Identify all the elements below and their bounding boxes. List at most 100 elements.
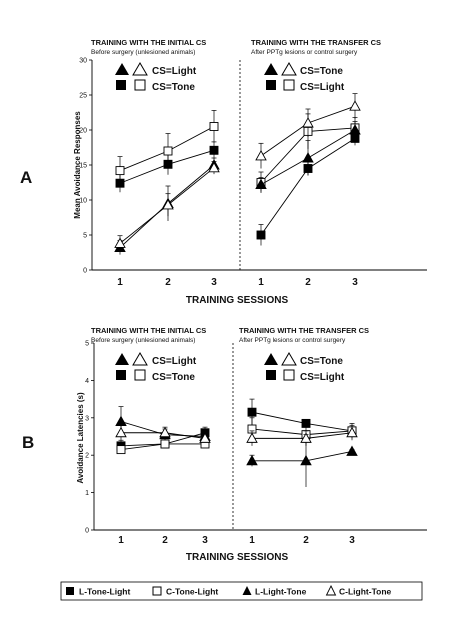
panel-a-xlabel: TRAINING SESSIONS [186, 295, 289, 306]
data-point [115, 166, 125, 176]
panel-b-ylabel: Avoidance Latencies (s) [76, 392, 85, 484]
panel-a-left-key-row2: CS=Tone [152, 82, 195, 93]
data-point [255, 178, 267, 190]
data-point [302, 152, 314, 163]
x-tick-label: 1 [117, 277, 123, 288]
panel-a-right-key-row1: CS=Tone [300, 66, 343, 77]
panel-b: TRAINING WITH THE INITIAL CS Before surg… [76, 326, 427, 563]
legend-label-c-tone-light: C-Tone-Light [166, 587, 218, 597]
key-triangle-open-icon [281, 352, 297, 366]
key-triangle-open-icon [132, 352, 148, 366]
panel-a-letter: A [20, 168, 32, 187]
panel-b-right-subtitle: After PPTg lesions or control surgery [239, 337, 346, 344]
data-point [346, 445, 358, 456]
x-tick-label: 1 [258, 277, 264, 288]
data-point [349, 124, 361, 135]
legend-triangle-filled-icon [242, 586, 252, 595]
panel-a-right-key: CS=Tone CS=Light [264, 62, 345, 93]
key-square-open-icon [283, 79, 295, 91]
data-point [346, 426, 358, 438]
panel-b-plot: 0 1 2 3 4 5 1 2 3 1 2 3 [85, 341, 427, 546]
x-tick-label: 2 [165, 277, 171, 288]
x-tick-label: 3 [202, 535, 208, 546]
x-tick-label: 1 [249, 535, 255, 546]
y-tick-label: 3 [85, 415, 89, 422]
data-point [246, 432, 258, 443]
panel-a-left-key-row1: CS=Light [152, 66, 197, 77]
key-triangle-open-icon [281, 62, 297, 76]
data-point [256, 230, 266, 240]
panel-b-xlabel: TRAINING SESSIONS [186, 552, 289, 563]
data-point [114, 237, 126, 248]
data-point [159, 426, 171, 438]
y-tick-label: 5 [85, 341, 89, 348]
series-l-light-tone [255, 121, 361, 192]
legend-square-open-icon [152, 586, 162, 596]
data-point [115, 415, 127, 426]
key-square-filled-icon [266, 80, 276, 90]
panel-a-right-key-row2: CS=Light [300, 82, 345, 93]
key-triangle-open-icon [132, 62, 148, 76]
data-point [116, 445, 126, 455]
x-tick-label: 3 [352, 277, 358, 288]
y-tick-label: 30 [79, 58, 87, 65]
data-point [160, 439, 170, 449]
key-square-filled-icon [116, 370, 126, 380]
legend-triangle-open-icon [325, 584, 337, 596]
x-tick-label: 2 [303, 535, 309, 546]
legend-label-l-tone-light: L-Tone-Light [79, 587, 130, 597]
x-tick-label: 3 [211, 277, 217, 288]
data-point [349, 100, 361, 111]
legend-label-l-light-tone: L-Light-Tone [255, 587, 307, 597]
series-c-tone-light [115, 110, 219, 185]
y-tick-label: 1 [85, 490, 89, 497]
legend-label-c-light-tone: C-Light-Tone [339, 587, 392, 597]
panel-b-right-key-row1: CS=Tone [300, 356, 343, 367]
key-square-open-icon [134, 369, 146, 381]
y-tick-label: 0 [83, 268, 87, 275]
key-triangle-filled-icon [264, 63, 278, 75]
y-tick-label: 25 [79, 93, 87, 100]
panel-a-right-title: TRAINING WITH THE TRANSFER CS [251, 38, 381, 47]
data-point [199, 432, 211, 443]
series-c-light-tone [114, 161, 220, 252]
series-c-light-tone [246, 424, 358, 446]
panel-b-left-key: CS=Light CS=Tone [115, 352, 197, 383]
data-point [163, 146, 173, 156]
y-tick-label: 10 [79, 198, 87, 205]
panel-b-letter: B [22, 433, 34, 452]
series-l-tone-light [247, 398, 357, 436]
x-tick-label: 1 [118, 535, 124, 546]
panel-a: TRAINING WITH THE INITIAL CS Before surg… [73, 38, 427, 306]
x-tick-label: 3 [349, 535, 355, 546]
key-triangle-filled-icon [115, 63, 129, 75]
x-tick-label: 2 [305, 277, 311, 288]
data-point [255, 149, 267, 161]
x-tick-label: 2 [162, 535, 168, 546]
data-point [208, 161, 220, 173]
panel-a-left-subtitle: Before surgery (unlesioned animals) [91, 49, 195, 56]
panel-a-left-title: TRAINING WITH THE INITIAL CS [91, 38, 206, 47]
data-point [246, 454, 258, 466]
series-c-light-tone [115, 424, 211, 443]
legend: L-Tone-Light C-Tone-Light L-Light-Tone C… [60, 581, 423, 601]
key-square-open-icon [283, 369, 295, 381]
panel-b-left-title: TRAINING WITH THE INITIAL CS [91, 326, 206, 335]
data-point [209, 145, 219, 155]
panel-b-left-key-row1: CS=Light [152, 356, 197, 367]
panel-b-left-key-row2: CS=Tone [152, 372, 195, 383]
y-tick-label: 20 [79, 128, 87, 135]
legend-square-filled-icon [66, 587, 74, 595]
panel-b-right-key-row2: CS=Light [300, 372, 345, 383]
series-line [252, 451, 353, 462]
data-point [162, 198, 174, 210]
data-point [302, 117, 314, 128]
panel-a-right-subtitle: After PPTg lesions or control surgery [251, 49, 358, 56]
y-tick-label: 4 [85, 378, 89, 385]
y-tick-label: 0 [85, 528, 89, 535]
panel-a-left-key: CS=Light CS=Tone [115, 62, 197, 93]
panel-b-right-title: TRAINING WITH THE TRANSFER CS [239, 326, 369, 335]
y-tick-label: 2 [85, 453, 89, 460]
panel-b-left-subtitle: Before surgery (unlesioned animals) [91, 337, 195, 344]
